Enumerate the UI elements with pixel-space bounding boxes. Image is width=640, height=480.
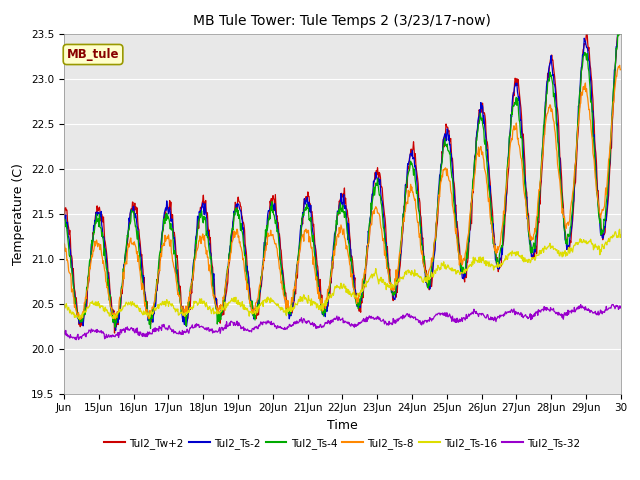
Tul2_Ts-2 bbox=[617, 21, 625, 27]
Tul2_Ts-2 bbox=[589, 133, 597, 139]
Tul2_Ts-16 bbox=[616, 227, 623, 232]
Title: MB Tule Tower: Tule Temps 2 (3/23/17-now): MB Tule Tower: Tule Temps 2 (3/23/17-now… bbox=[193, 14, 492, 28]
Tul2_Ts-8 bbox=[60, 240, 68, 246]
Tul2_Ts-16 bbox=[87, 300, 95, 305]
Tul2_Ts-8 bbox=[388, 288, 396, 293]
Tul2_Ts-32 bbox=[589, 310, 597, 316]
Tul2_Ts-8 bbox=[616, 62, 623, 68]
X-axis label: Time: Time bbox=[327, 419, 358, 432]
Tul2_Ts-32 bbox=[388, 321, 396, 327]
Tul2_Ts-16 bbox=[292, 301, 300, 307]
Tul2_Ts-32 bbox=[60, 331, 68, 336]
Tul2_Ts-16 bbox=[617, 232, 625, 238]
Tul2_Ts-4 bbox=[598, 230, 606, 236]
Tul2_Tw+2 bbox=[589, 112, 597, 118]
Tul2_Ts-4 bbox=[164, 213, 172, 219]
Tul2_Ts-32 bbox=[617, 303, 625, 309]
Tul2_Ts-16 bbox=[598, 241, 606, 247]
Tul2_Ts-8 bbox=[164, 236, 172, 241]
Tul2_Ts-16 bbox=[388, 282, 396, 288]
Tul2_Ts-32 bbox=[88, 326, 95, 332]
Tul2_Ts-32 bbox=[598, 311, 606, 317]
Tul2_Ts-16 bbox=[164, 300, 172, 305]
Tul2_Ts-4 bbox=[292, 276, 300, 282]
Tul2_Ts-32 bbox=[292, 321, 300, 327]
Tul2_Ts-4 bbox=[388, 291, 396, 297]
Tul2_Ts-32 bbox=[164, 327, 172, 333]
Tul2_Ts-32 bbox=[72, 337, 80, 343]
Tul2_Tw+2 bbox=[617, 10, 625, 16]
Tul2_Tw+2 bbox=[598, 231, 606, 237]
Tul2_Tw+2 bbox=[60, 205, 68, 211]
Tul2_Ts-2 bbox=[388, 286, 396, 291]
Tul2_Ts-8 bbox=[88, 257, 95, 263]
Tul2_Ts-2 bbox=[614, 16, 622, 22]
Tul2_Ts-8 bbox=[598, 206, 606, 212]
Tul2_Ts-32 bbox=[608, 301, 616, 307]
Tul2_Tw+2 bbox=[164, 205, 172, 211]
Tul2_Tw+2 bbox=[87, 254, 95, 260]
Tul2_Tw+2 bbox=[111, 330, 118, 336]
Line: Tul2_Ts-4: Tul2_Ts-4 bbox=[64, 29, 621, 328]
Tul2_Tw+2 bbox=[388, 296, 396, 301]
Tul2_Ts-4 bbox=[87, 256, 95, 262]
Line: Tul2_Ts-16: Tul2_Ts-16 bbox=[64, 229, 621, 319]
Tul2_Ts-16 bbox=[109, 316, 117, 322]
Tul2_Ts-2 bbox=[87, 253, 95, 259]
Tul2_Ts-16 bbox=[60, 302, 68, 308]
Line: Tul2_Ts-2: Tul2_Ts-2 bbox=[64, 19, 621, 330]
Tul2_Ts-4 bbox=[147, 325, 154, 331]
Tul2_Ts-8 bbox=[76, 316, 84, 322]
Tul2_Ts-16 bbox=[589, 247, 597, 252]
Tul2_Tw+2 bbox=[292, 291, 300, 297]
Tul2_Ts-4 bbox=[589, 135, 597, 141]
Line: Tul2_Tw+2: Tul2_Tw+2 bbox=[64, 13, 621, 333]
Legend: Tul2_Tw+2, Tul2_Ts-2, Tul2_Ts-4, Tul2_Ts-8, Tul2_Ts-16, Tul2_Ts-32: Tul2_Tw+2, Tul2_Ts-2, Tul2_Ts-4, Tul2_Ts… bbox=[100, 434, 585, 453]
Tul2_Ts-4 bbox=[60, 216, 68, 222]
Line: Tul2_Ts-32: Tul2_Ts-32 bbox=[64, 304, 621, 340]
Line: Tul2_Ts-8: Tul2_Ts-8 bbox=[64, 65, 621, 319]
Tul2_Ts-2 bbox=[598, 235, 606, 240]
Y-axis label: Temperature (C): Temperature (C) bbox=[12, 163, 26, 264]
Text: MB_tule: MB_tule bbox=[67, 48, 119, 61]
Tul2_Ts-2 bbox=[164, 207, 172, 213]
Tul2_Ts-2 bbox=[112, 327, 120, 333]
Tul2_Ts-2 bbox=[292, 276, 300, 282]
Tul2_Ts-8 bbox=[617, 67, 625, 72]
Tul2_Ts-4 bbox=[617, 26, 625, 32]
Tul2_Ts-2 bbox=[60, 213, 68, 218]
Tul2_Ts-8 bbox=[292, 277, 300, 283]
Tul2_Ts-8 bbox=[589, 154, 597, 159]
